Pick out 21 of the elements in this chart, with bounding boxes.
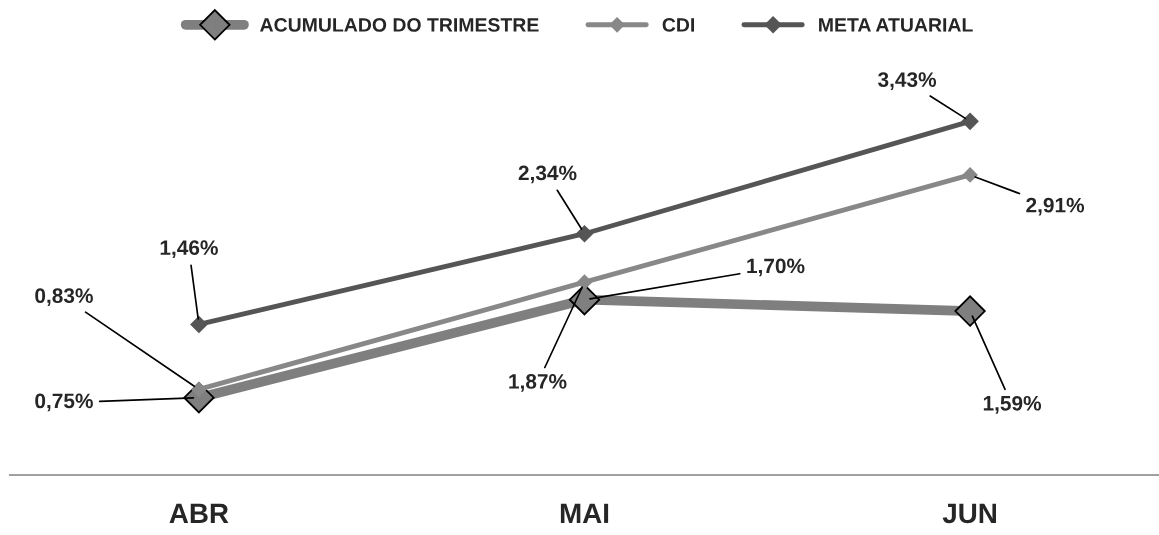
point xyxy=(575,224,594,243)
data-label: 2,91% xyxy=(1026,197,1085,216)
legend-label: CDI xyxy=(662,18,695,32)
x-tick-label: JUN xyxy=(942,503,996,524)
point xyxy=(190,315,208,334)
point xyxy=(576,274,593,291)
point xyxy=(954,295,986,327)
legend-label: META ATUARIAL xyxy=(819,18,973,32)
data-label: 0,75% xyxy=(35,393,93,412)
point xyxy=(962,167,978,183)
data-label: 1,46% xyxy=(160,240,218,259)
data-label: 1,87% xyxy=(509,374,567,392)
x-tick-label: ABR xyxy=(169,503,229,523)
data-label: 1,59% xyxy=(983,395,1042,414)
point xyxy=(961,112,979,131)
data-label: 0,83% xyxy=(35,288,93,307)
x-tick-label: MAI xyxy=(560,503,609,523)
data-label: 3,43% xyxy=(878,72,937,90)
legend-label: ACUMULADO DO TRIMESTRE xyxy=(260,18,539,32)
data-label: 2,34% xyxy=(518,165,577,184)
data-label: 1,70% xyxy=(747,258,805,277)
